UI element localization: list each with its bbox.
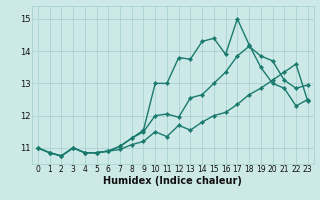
X-axis label: Humidex (Indice chaleur): Humidex (Indice chaleur) <box>103 176 242 186</box>
